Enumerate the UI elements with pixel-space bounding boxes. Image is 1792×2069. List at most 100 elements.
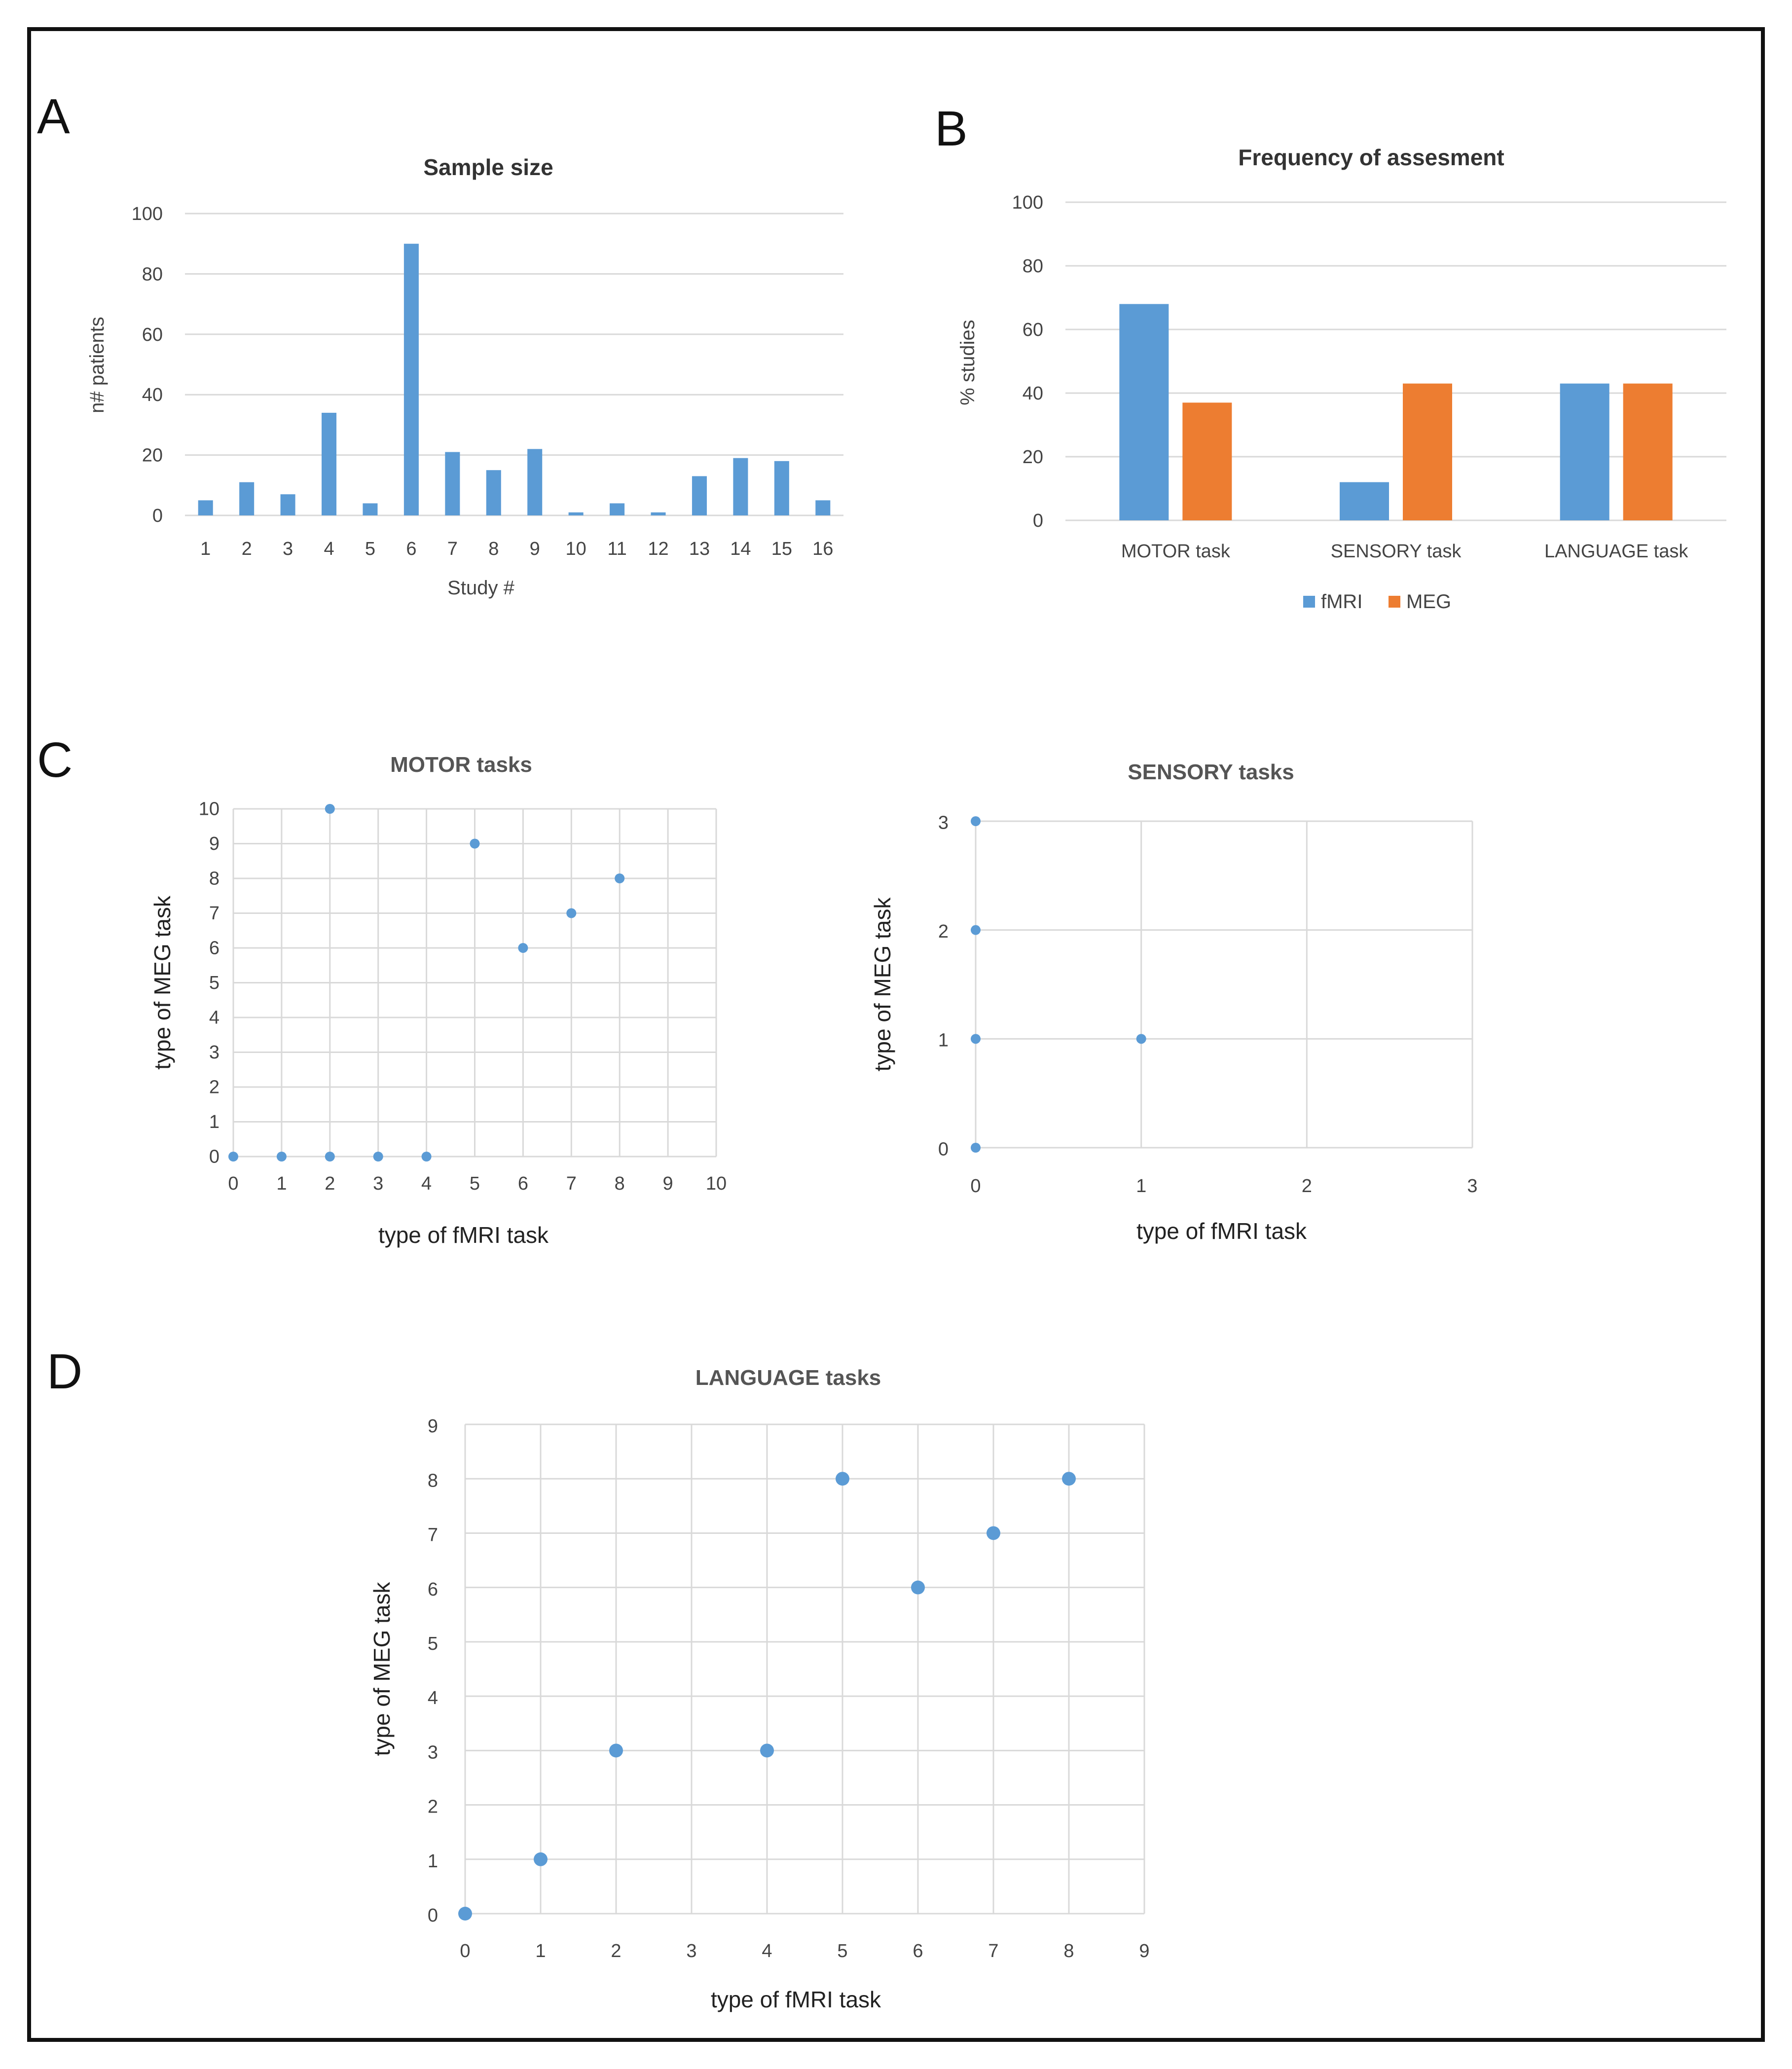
y-tick-label: 3	[428, 1742, 438, 1763]
y-axis-label: type of MEG task	[870, 897, 895, 1072]
legend-swatch-meg	[1389, 596, 1400, 608]
x-tick-label: 3	[373, 1173, 383, 1194]
x-tick-label: 2	[1302, 1176, 1312, 1197]
x-tick-label: 7	[566, 1173, 577, 1194]
x-tick-label: 4	[762, 1941, 772, 1961]
x-tick-label: 14	[730, 539, 751, 559]
bar	[733, 458, 748, 515]
y-tick-label: 10	[199, 799, 219, 820]
bar-meg	[1623, 383, 1673, 520]
x-tick-label: 7	[447, 539, 458, 559]
bar	[568, 512, 584, 515]
y-tick-label: 4	[209, 1008, 219, 1028]
y-tick-label: 0	[1033, 510, 1043, 531]
y-tick-label: 6	[428, 1579, 438, 1600]
y-tick-label: 3	[938, 812, 949, 833]
y-tick-label: 2	[209, 1077, 219, 1098]
x-tick-label: 9	[663, 1173, 673, 1194]
bar	[280, 494, 295, 515]
x-tick-label: 1	[1136, 1176, 1146, 1197]
y-tick-label: 60	[142, 325, 163, 345]
legend-label-fmri: fMRI	[1321, 591, 1362, 613]
x-tick-label: 0	[460, 1941, 470, 1961]
data-point	[760, 1743, 774, 1758]
bar	[651, 512, 666, 515]
x-tick-label: SENSORY task	[1331, 541, 1462, 562]
y-tick-label: 0	[428, 1905, 438, 1926]
bar	[403, 244, 419, 515]
y-tick-label: 1	[428, 1851, 438, 1872]
bar	[445, 452, 460, 515]
y-axis-label: type of MEG task	[369, 1582, 395, 1756]
y-tick-label: 7	[428, 1525, 438, 1546]
x-tick-label: 1	[276, 1173, 287, 1194]
y-tick-label: 20	[1023, 447, 1043, 468]
data-point	[566, 908, 577, 918]
y-tick-label: 40	[142, 385, 163, 405]
x-tick-label: 4	[421, 1173, 432, 1194]
data-point	[911, 1580, 925, 1595]
x-tick-label: 8	[1063, 1941, 1074, 1961]
x-tick-label: 3	[1467, 1176, 1477, 1197]
data-point	[971, 925, 981, 935]
data-point	[615, 873, 625, 883]
y-axis-label: n# patients	[86, 317, 108, 413]
panel-letter-c: C	[37, 732, 73, 788]
y-tick-label: 7	[209, 903, 219, 924]
y-tick-label: 5	[209, 973, 219, 993]
y-tick-label: 0	[938, 1139, 949, 1160]
data-point	[971, 1034, 981, 1044]
data-point	[421, 1152, 432, 1162]
x-axis-label: type of fMRI task	[1136, 1218, 1307, 1244]
data-point	[276, 1152, 287, 1162]
x-axis-label: Study #	[447, 577, 514, 599]
data-point	[971, 816, 981, 826]
language-scatter-chart: LANGUAGE tasks 0 1 2 3 4 5 6 7 8 9 0 1 2 3 4 5 6 7 8 9 type o…	[369, 1366, 1150, 2012]
data-point	[470, 838, 480, 849]
y-tick-label: 5	[428, 1633, 438, 1654]
data-point	[1136, 1034, 1146, 1044]
y-tick-label: 9	[428, 1416, 438, 1437]
y-tick-label: 6	[209, 938, 219, 959]
bar	[363, 503, 378, 515]
bar	[774, 461, 789, 515]
y-tick-label: 1	[209, 1112, 219, 1132]
x-tick-label: 6	[913, 1941, 923, 1961]
x-tick-label: 12	[648, 539, 668, 559]
x-tick-label: 0	[970, 1176, 981, 1197]
data-point	[325, 1152, 335, 1162]
x-tick-label: 5	[837, 1941, 847, 1961]
y-tick-label: 4	[428, 1688, 438, 1708]
x-axis-label: type of fMRI task	[711, 1987, 881, 2012]
x-tick-label: 4	[324, 539, 334, 559]
chart-sensory-title: SENSORY tasks	[1128, 760, 1294, 784]
motor-scatter-chart: MOTOR tasks 0 1 2 3 4 5 6 7 8 9 10 0 1 2 3 4 5 6 7 8 9 10 type …	[149, 753, 727, 1248]
y-tick-label: 1	[938, 1030, 949, 1051]
x-tick-label: 13	[689, 539, 710, 559]
bar	[815, 500, 831, 515]
y-tick-label: 0	[209, 1147, 219, 1167]
chart-motor-title: MOTOR tasks	[390, 753, 532, 777]
x-tick-label: 6	[518, 1173, 528, 1194]
x-tick-label: 15	[771, 539, 792, 559]
data-point	[534, 1852, 548, 1866]
x-tick-label: 8	[615, 1173, 625, 1194]
bar-fmri	[1560, 383, 1609, 520]
x-axis-label: type of fMRI task	[378, 1222, 549, 1248]
x-tick-label: 5	[470, 1173, 480, 1194]
y-tick-label: 2	[428, 1797, 438, 1817]
y-tick-label: 8	[428, 1470, 438, 1491]
frequency-title: Frequency of assesment	[1238, 145, 1504, 170]
y-tick-label: 80	[1023, 256, 1043, 277]
panel-letter-b: B	[935, 101, 968, 156]
sample-size-title: Sample size	[423, 154, 553, 180]
x-tick-label: 10	[566, 539, 586, 559]
x-tick-label: 2	[242, 539, 252, 559]
x-tick-label: LANGUAGE task	[1544, 541, 1688, 562]
x-tick-label: 2	[325, 1173, 335, 1194]
x-tick-label: 0	[228, 1173, 238, 1194]
y-axis-label: type of MEG task	[149, 895, 175, 1070]
y-tick-label: 3	[209, 1042, 219, 1063]
